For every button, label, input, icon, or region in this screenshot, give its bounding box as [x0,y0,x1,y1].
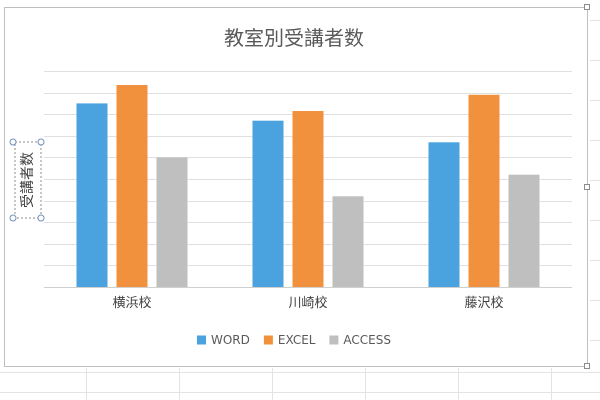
bar-word-1[interactable] [76,103,108,288]
legend-swatch-excel[interactable] [263,335,273,345]
chart-resize-handle-right[interactable] [584,184,590,190]
y-axis-title-selection-box [14,141,42,219]
bar-excel-1[interactable] [116,85,148,287]
bar-access-1[interactable] [156,157,188,287]
bar-word-3[interactable] [428,142,460,287]
y-axis-title-text: 受講者数 [20,152,36,208]
category-label: 川崎校 [288,295,327,311]
y-axis-title-handle[interactable] [37,138,45,146]
y-axis-title-handle[interactable] [9,138,17,146]
chart-resize-handle-top-right[interactable] [584,4,590,10]
legend-label-excel[interactable]: EXCEL [278,333,316,347]
bars [76,85,540,288]
legend-swatch-word[interactable] [197,335,206,345]
category-label: 横浜校 [112,295,151,311]
chart-title[interactable]: 教室別受講者数 [224,26,364,50]
bar-word-2[interactable] [252,120,284,287]
category-label: 藤沢校 [464,295,503,311]
legend-label-word[interactable]: WORD [211,333,250,347]
bar-excel-3[interactable] [468,94,500,287]
y-axis-title[interactable]: 受講者数 [9,138,45,222]
bar-excel-2[interactable] [292,111,324,287]
legend[interactable]: WORD EXCEL ACCESS [197,333,391,347]
y-axis-title-handle[interactable] [37,214,45,222]
bar-access-2[interactable] [332,196,364,287]
legend-swatch-access[interactable] [329,335,339,345]
chart-resize-handle-bottom-right[interactable] [584,363,590,369]
category-labels: 横浜校 川崎校 藤沢校 [112,295,503,311]
bar-access-3[interactable] [508,174,540,287]
y-axis-title-handle[interactable] [9,214,17,222]
legend-label-access[interactable]: ACCESS [343,333,391,347]
